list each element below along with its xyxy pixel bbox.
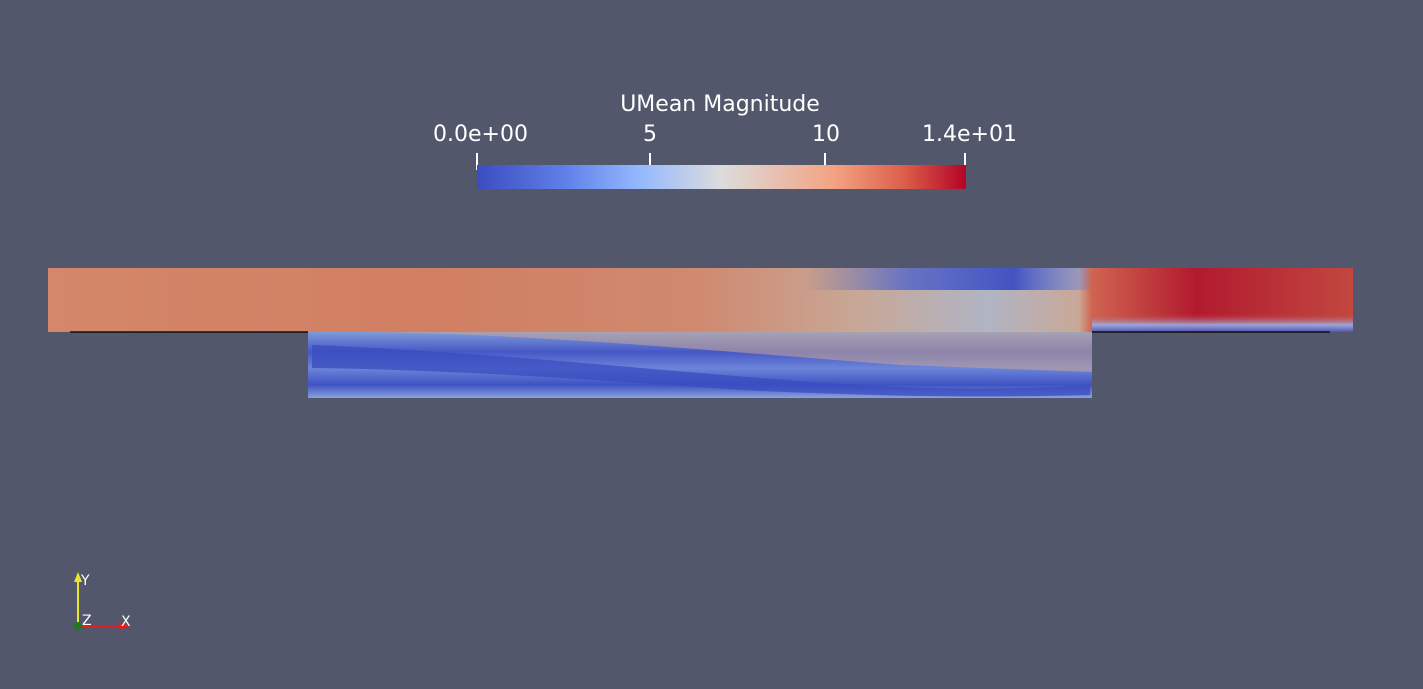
outlet-recirculation <box>1092 314 1353 332</box>
orientation-axes: Y Z X <box>60 566 140 640</box>
scalar-bar-tick-mark-0 <box>476 153 478 170</box>
scalar-bar-tick-label-3: 1.4e+01 <box>922 122 1017 147</box>
axis-y-label: Y <box>81 573 90 589</box>
cavity-vortex-band <box>312 345 1090 397</box>
scalar-bar-tick-label-0: 0.0e+00 <box>433 122 528 147</box>
scalar-bar-tick-label-1: 5 <box>643 122 657 147</box>
wake-region <box>48 268 1353 290</box>
scalar-bar-tick-mark-1 <box>649 153 651 170</box>
orientation-axes-glyph <box>74 572 130 630</box>
scalar-bar-colorbar <box>477 165 966 189</box>
scalar-bar-title: UMean Magnitude <box>620 92 820 117</box>
scalar-bar-tick-label-2: 10 <box>812 122 840 147</box>
scalar-bar-tick-mark-3 <box>964 153 966 170</box>
axis-z-label: Z <box>82 613 92 629</box>
shear-layer <box>308 331 1092 372</box>
scalar-bar-tick-mark-2 <box>824 153 826 170</box>
axis-x-label: X <box>121 614 131 630</box>
